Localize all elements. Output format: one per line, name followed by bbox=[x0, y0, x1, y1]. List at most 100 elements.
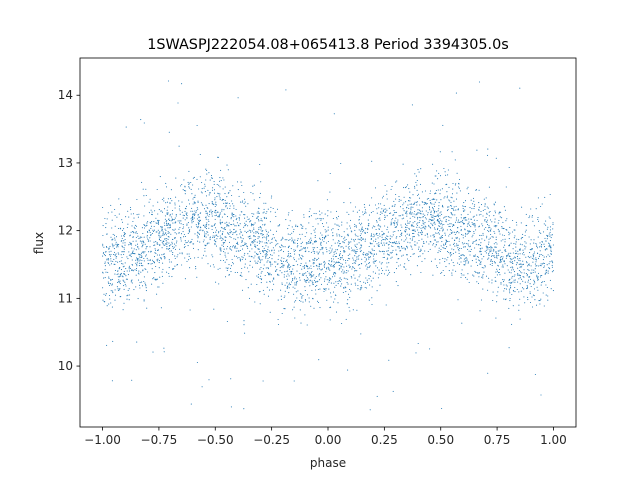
data-point bbox=[273, 278, 275, 280]
data-point bbox=[135, 236, 137, 239]
data-point bbox=[151, 214, 153, 216]
data-point bbox=[187, 181, 189, 183]
data-point bbox=[288, 284, 290, 286]
data-point bbox=[439, 259, 441, 261]
data-point bbox=[118, 279, 120, 281]
data-point bbox=[384, 216, 386, 218]
data-point bbox=[192, 184, 194, 186]
data-point bbox=[106, 305, 108, 307]
data-point bbox=[419, 219, 421, 221]
data-point bbox=[398, 243, 400, 245]
data-point bbox=[307, 247, 309, 249]
data-point bbox=[368, 251, 370, 253]
data-point bbox=[283, 296, 285, 299]
data-point bbox=[173, 237, 176, 239]
data-point bbox=[390, 212, 392, 214]
data-point bbox=[188, 253, 190, 255]
data-point bbox=[115, 260, 117, 262]
data-point bbox=[177, 220, 179, 222]
data-point bbox=[513, 271, 516, 273]
data-point bbox=[349, 253, 351, 255]
data-point bbox=[352, 210, 354, 212]
data-point bbox=[202, 241, 204, 243]
data-point bbox=[312, 263, 314, 265]
data-point bbox=[406, 210, 408, 212]
data-point bbox=[143, 195, 145, 197]
data-point bbox=[527, 296, 529, 298]
data-point bbox=[406, 233, 408, 235]
data-point bbox=[129, 206, 132, 209]
data-point bbox=[535, 259, 537, 261]
data-point bbox=[540, 275, 542, 277]
data-point bbox=[529, 215, 531, 217]
data-point bbox=[292, 278, 294, 280]
data-point bbox=[138, 284, 141, 286]
data-point bbox=[146, 236, 148, 238]
data-point bbox=[263, 202, 265, 204]
data-point bbox=[208, 220, 210, 222]
data-point bbox=[325, 276, 327, 278]
data-point bbox=[166, 271, 168, 273]
data-point bbox=[488, 281, 490, 283]
data-point bbox=[360, 247, 362, 249]
data-point bbox=[478, 81, 481, 83]
data-point bbox=[466, 188, 468, 190]
data-point bbox=[403, 196, 405, 198]
data-point bbox=[514, 281, 516, 283]
data-point bbox=[235, 255, 237, 257]
data-point bbox=[473, 275, 475, 277]
data-point bbox=[206, 169, 208, 172]
data-point bbox=[218, 232, 220, 234]
data-point bbox=[366, 263, 368, 265]
data-point bbox=[413, 244, 416, 246]
data-point bbox=[351, 268, 353, 270]
data-point bbox=[441, 213, 443, 215]
data-point bbox=[222, 177, 224, 179]
data-point bbox=[386, 253, 389, 255]
data-point bbox=[191, 193, 193, 195]
data-point bbox=[181, 264, 183, 266]
data-point bbox=[213, 266, 215, 268]
data-point bbox=[240, 272, 242, 274]
data-point bbox=[314, 241, 316, 243]
data-point bbox=[244, 214, 246, 216]
data-point bbox=[229, 190, 231, 192]
data-point bbox=[375, 253, 378, 255]
data-point bbox=[445, 184, 447, 186]
data-point bbox=[167, 206, 169, 208]
data-point bbox=[200, 191, 202, 193]
data-point bbox=[183, 215, 185, 217]
data-point bbox=[533, 295, 535, 297]
data-point bbox=[230, 271, 232, 273]
data-point bbox=[424, 222, 426, 224]
data-point bbox=[502, 228, 504, 230]
data-point bbox=[464, 246, 466, 248]
data-point bbox=[508, 290, 511, 292]
data-point bbox=[114, 269, 117, 272]
data-point bbox=[401, 218, 403, 220]
data-point bbox=[226, 223, 228, 225]
data-point bbox=[341, 263, 344, 265]
data-point bbox=[356, 246, 358, 248]
data-point bbox=[241, 240, 243, 242]
data-point bbox=[525, 229, 527, 231]
data-point bbox=[409, 238, 411, 240]
data-point bbox=[102, 255, 104, 257]
data-point bbox=[229, 232, 231, 234]
data-point bbox=[239, 259, 241, 261]
data-point bbox=[502, 266, 504, 268]
data-point bbox=[361, 287, 363, 289]
data-point bbox=[312, 248, 314, 250]
data-point bbox=[381, 234, 383, 236]
data-point bbox=[145, 287, 147, 289]
data-point bbox=[166, 201, 169, 203]
data-point bbox=[213, 308, 215, 310]
data-point bbox=[130, 213, 132, 215]
data-point bbox=[358, 264, 361, 266]
data-point bbox=[250, 225, 252, 227]
data-point bbox=[213, 236, 215, 239]
data-point bbox=[168, 272, 170, 275]
data-point bbox=[537, 289, 539, 291]
data-point bbox=[150, 222, 152, 224]
data-point bbox=[122, 251, 124, 253]
